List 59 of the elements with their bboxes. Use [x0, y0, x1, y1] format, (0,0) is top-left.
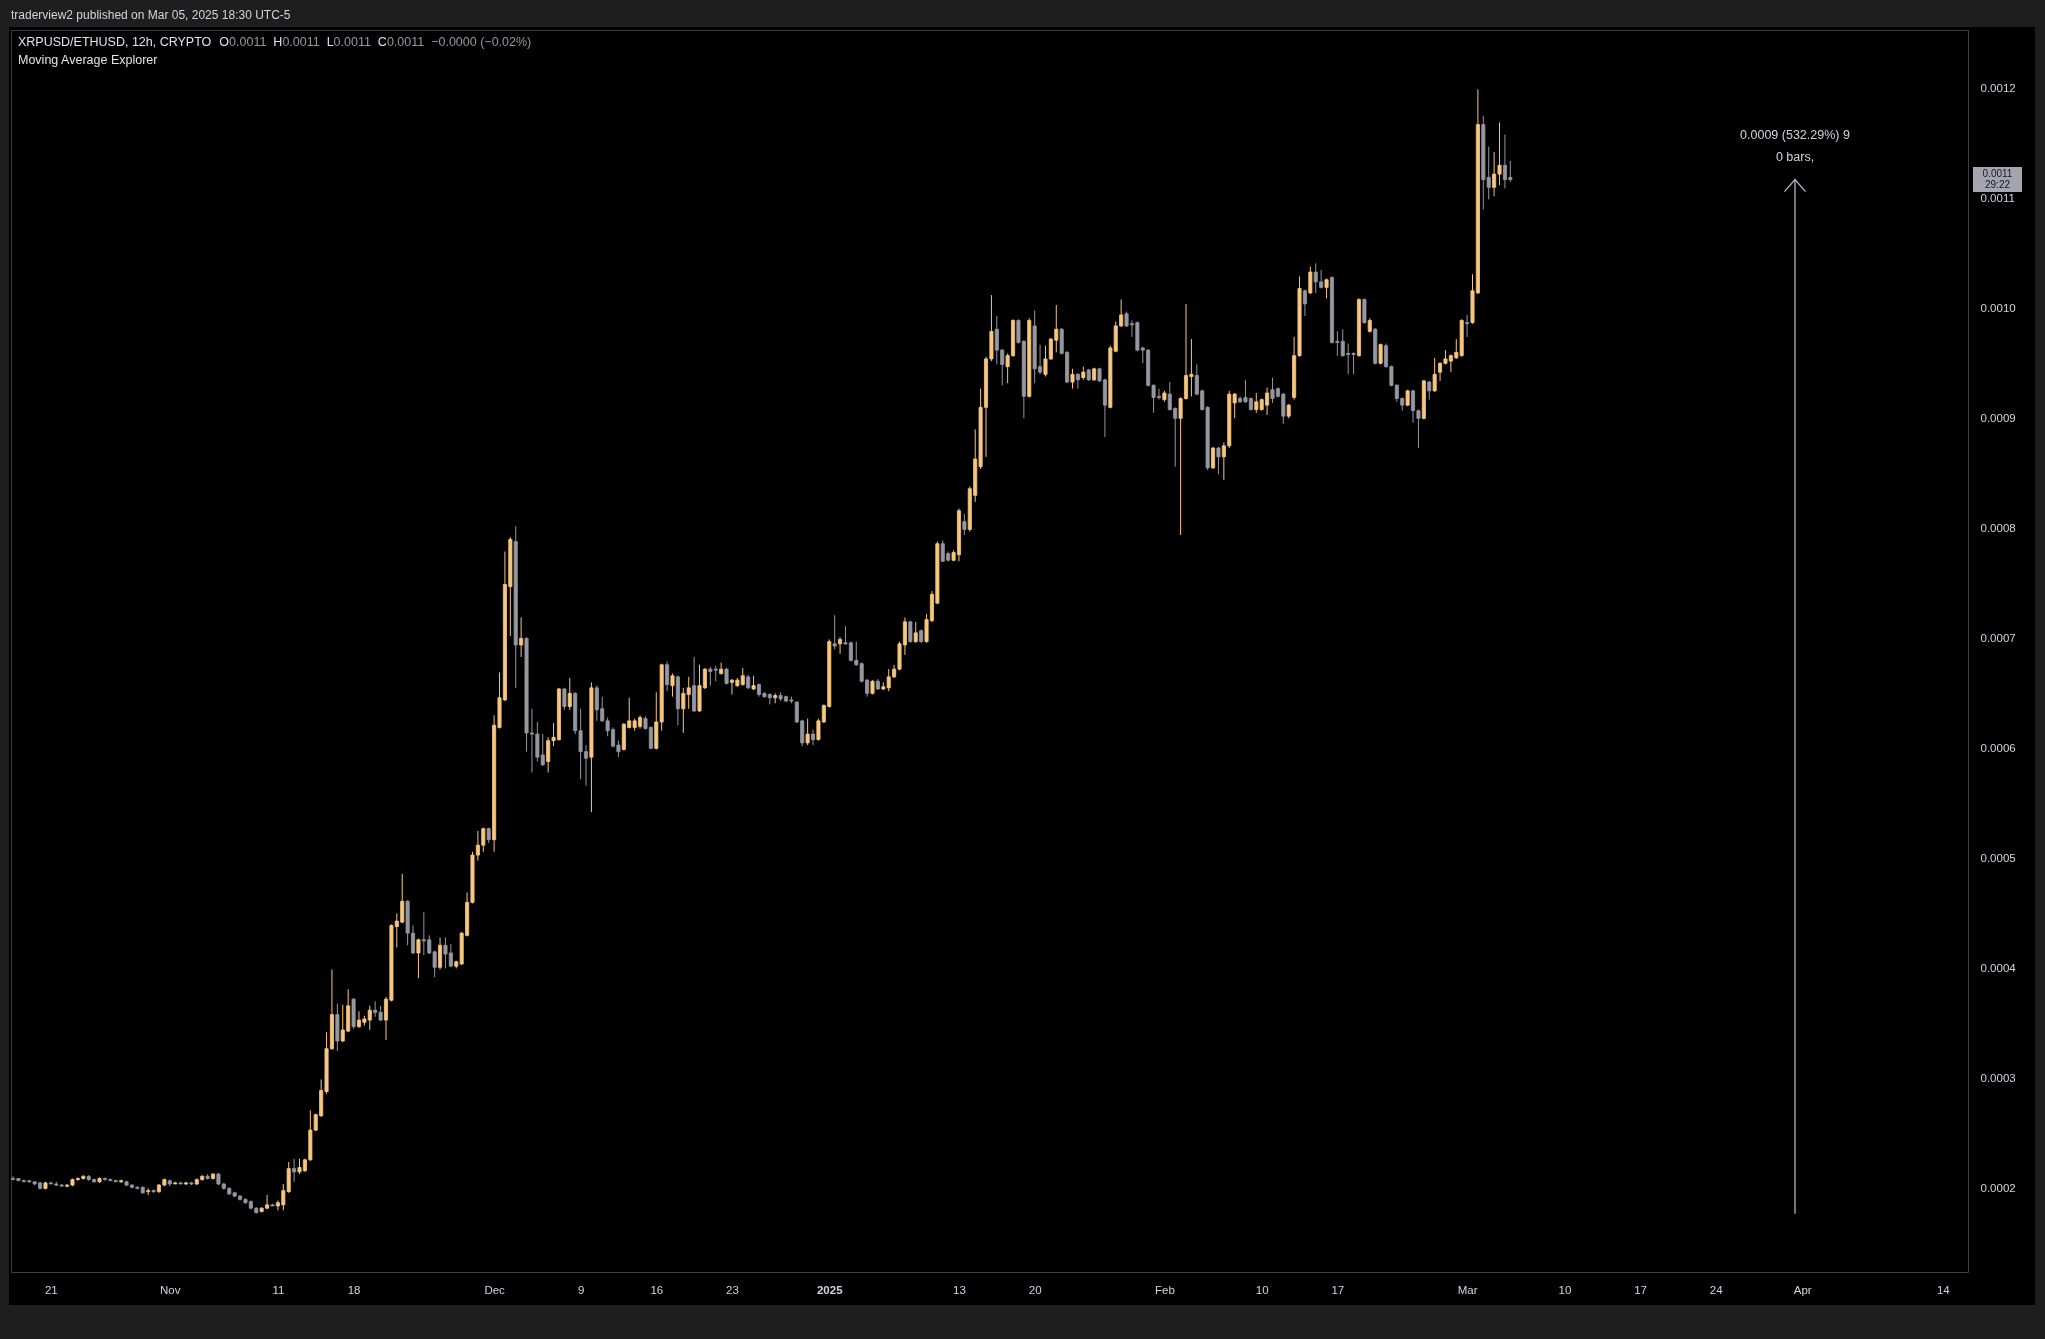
candlestick	[292, 1158, 297, 1183]
x-tick-label: 17	[1634, 1283, 1647, 1296]
candlestick	[719, 662, 724, 676]
candlestick	[1216, 446, 1221, 475]
x-tick-label: Apr	[1793, 1283, 1812, 1296]
x-tick-label: Mar	[1457, 1283, 1478, 1296]
candlestick	[1075, 372, 1080, 390]
x-tick-label: 10	[1558, 1283, 1572, 1296]
text: 0.0011 29:22	[1982, 168, 2013, 191]
x-tick-label: 23	[726, 1283, 739, 1296]
x-tick-label: 24	[1709, 1283, 1724, 1296]
x-tick-label: Dec	[484, 1283, 506, 1296]
x-tick-label: 16	[650, 1283, 664, 1296]
x-tick-label: 17	[1331, 1283, 1345, 1296]
x-tick-label: 20	[1028, 1283, 1042, 1296]
candlestick	[438, 937, 443, 970]
text: O0.0011 H0.0011 L0.0011 C0.0011 −0.0000 (−0.02%)	[219, 35, 532, 49]
text: traderview2 published on Mar 05, 2025 18:30 UTC-5	[11, 8, 291, 23]
candlestick	[1362, 297, 1367, 325]
y-tick-label: 0.0007	[1980, 631, 2016, 644]
y-tick-label: 0.0006	[1980, 741, 2016, 754]
y-tick-label: 0.0008	[1980, 521, 2016, 534]
x-tick-label: 11	[272, 1283, 285, 1296]
candlestick	[1465, 314, 1470, 338]
x-tick-label: 10	[1255, 1283, 1269, 1296]
y-tick-label: 0.0012	[1980, 81, 2016, 94]
y-tick-label: 0.0009	[1980, 411, 2016, 424]
candlestick	[670, 673, 675, 698]
candlestick	[832, 614, 837, 650]
x-tick-label: 21	[44, 1283, 58, 1296]
x-tick-label: 14	[1936, 1283, 1951, 1296]
annotation: 0.0009 (532.29%) 9 0 bars,	[1740, 127, 1850, 164]
x-tick-label: 13	[953, 1283, 966, 1296]
candlestick	[811, 729, 816, 746]
candlestick	[962, 513, 967, 536]
x-tick-label: Feb	[1154, 1283, 1175, 1296]
candlestick	[1308, 266, 1313, 295]
x-tick-label: Nov	[160, 1283, 181, 1296]
candlestick	[567, 677, 572, 711]
x-tick-label: 9	[577, 1283, 585, 1296]
x-tick-label: 18	[347, 1283, 361, 1296]
candlestick	[519, 616, 524, 658]
y-tick-label: 0.0010	[1980, 301, 2016, 314]
candlestick	[1070, 368, 1075, 390]
candlestick	[913, 621, 918, 644]
x-tick-label: 2025	[816, 1283, 844, 1296]
candlestick	[1432, 357, 1437, 393]
candlestick	[838, 636, 843, 655]
candlestick	[416, 938, 421, 979]
candlestick	[1302, 289, 1307, 317]
text: Moving Average Explorer	[18, 52, 158, 68]
y-tick-label: 0.0003	[1980, 1071, 2016, 1084]
candlestick	[805, 718, 810, 746]
candlestick	[665, 660, 670, 692]
y-tick-label: 0.0002	[1980, 1181, 2016, 1194]
y-tick-label: 0.0004	[1980, 961, 2017, 974]
chart-title: XRPUSD/ETHUSD, 12h, CRYPTO	[18, 35, 212, 49]
y-tick-label: 0.0011	[1980, 191, 2015, 204]
y-tick-label: 0.0005	[1980, 851, 2016, 864]
